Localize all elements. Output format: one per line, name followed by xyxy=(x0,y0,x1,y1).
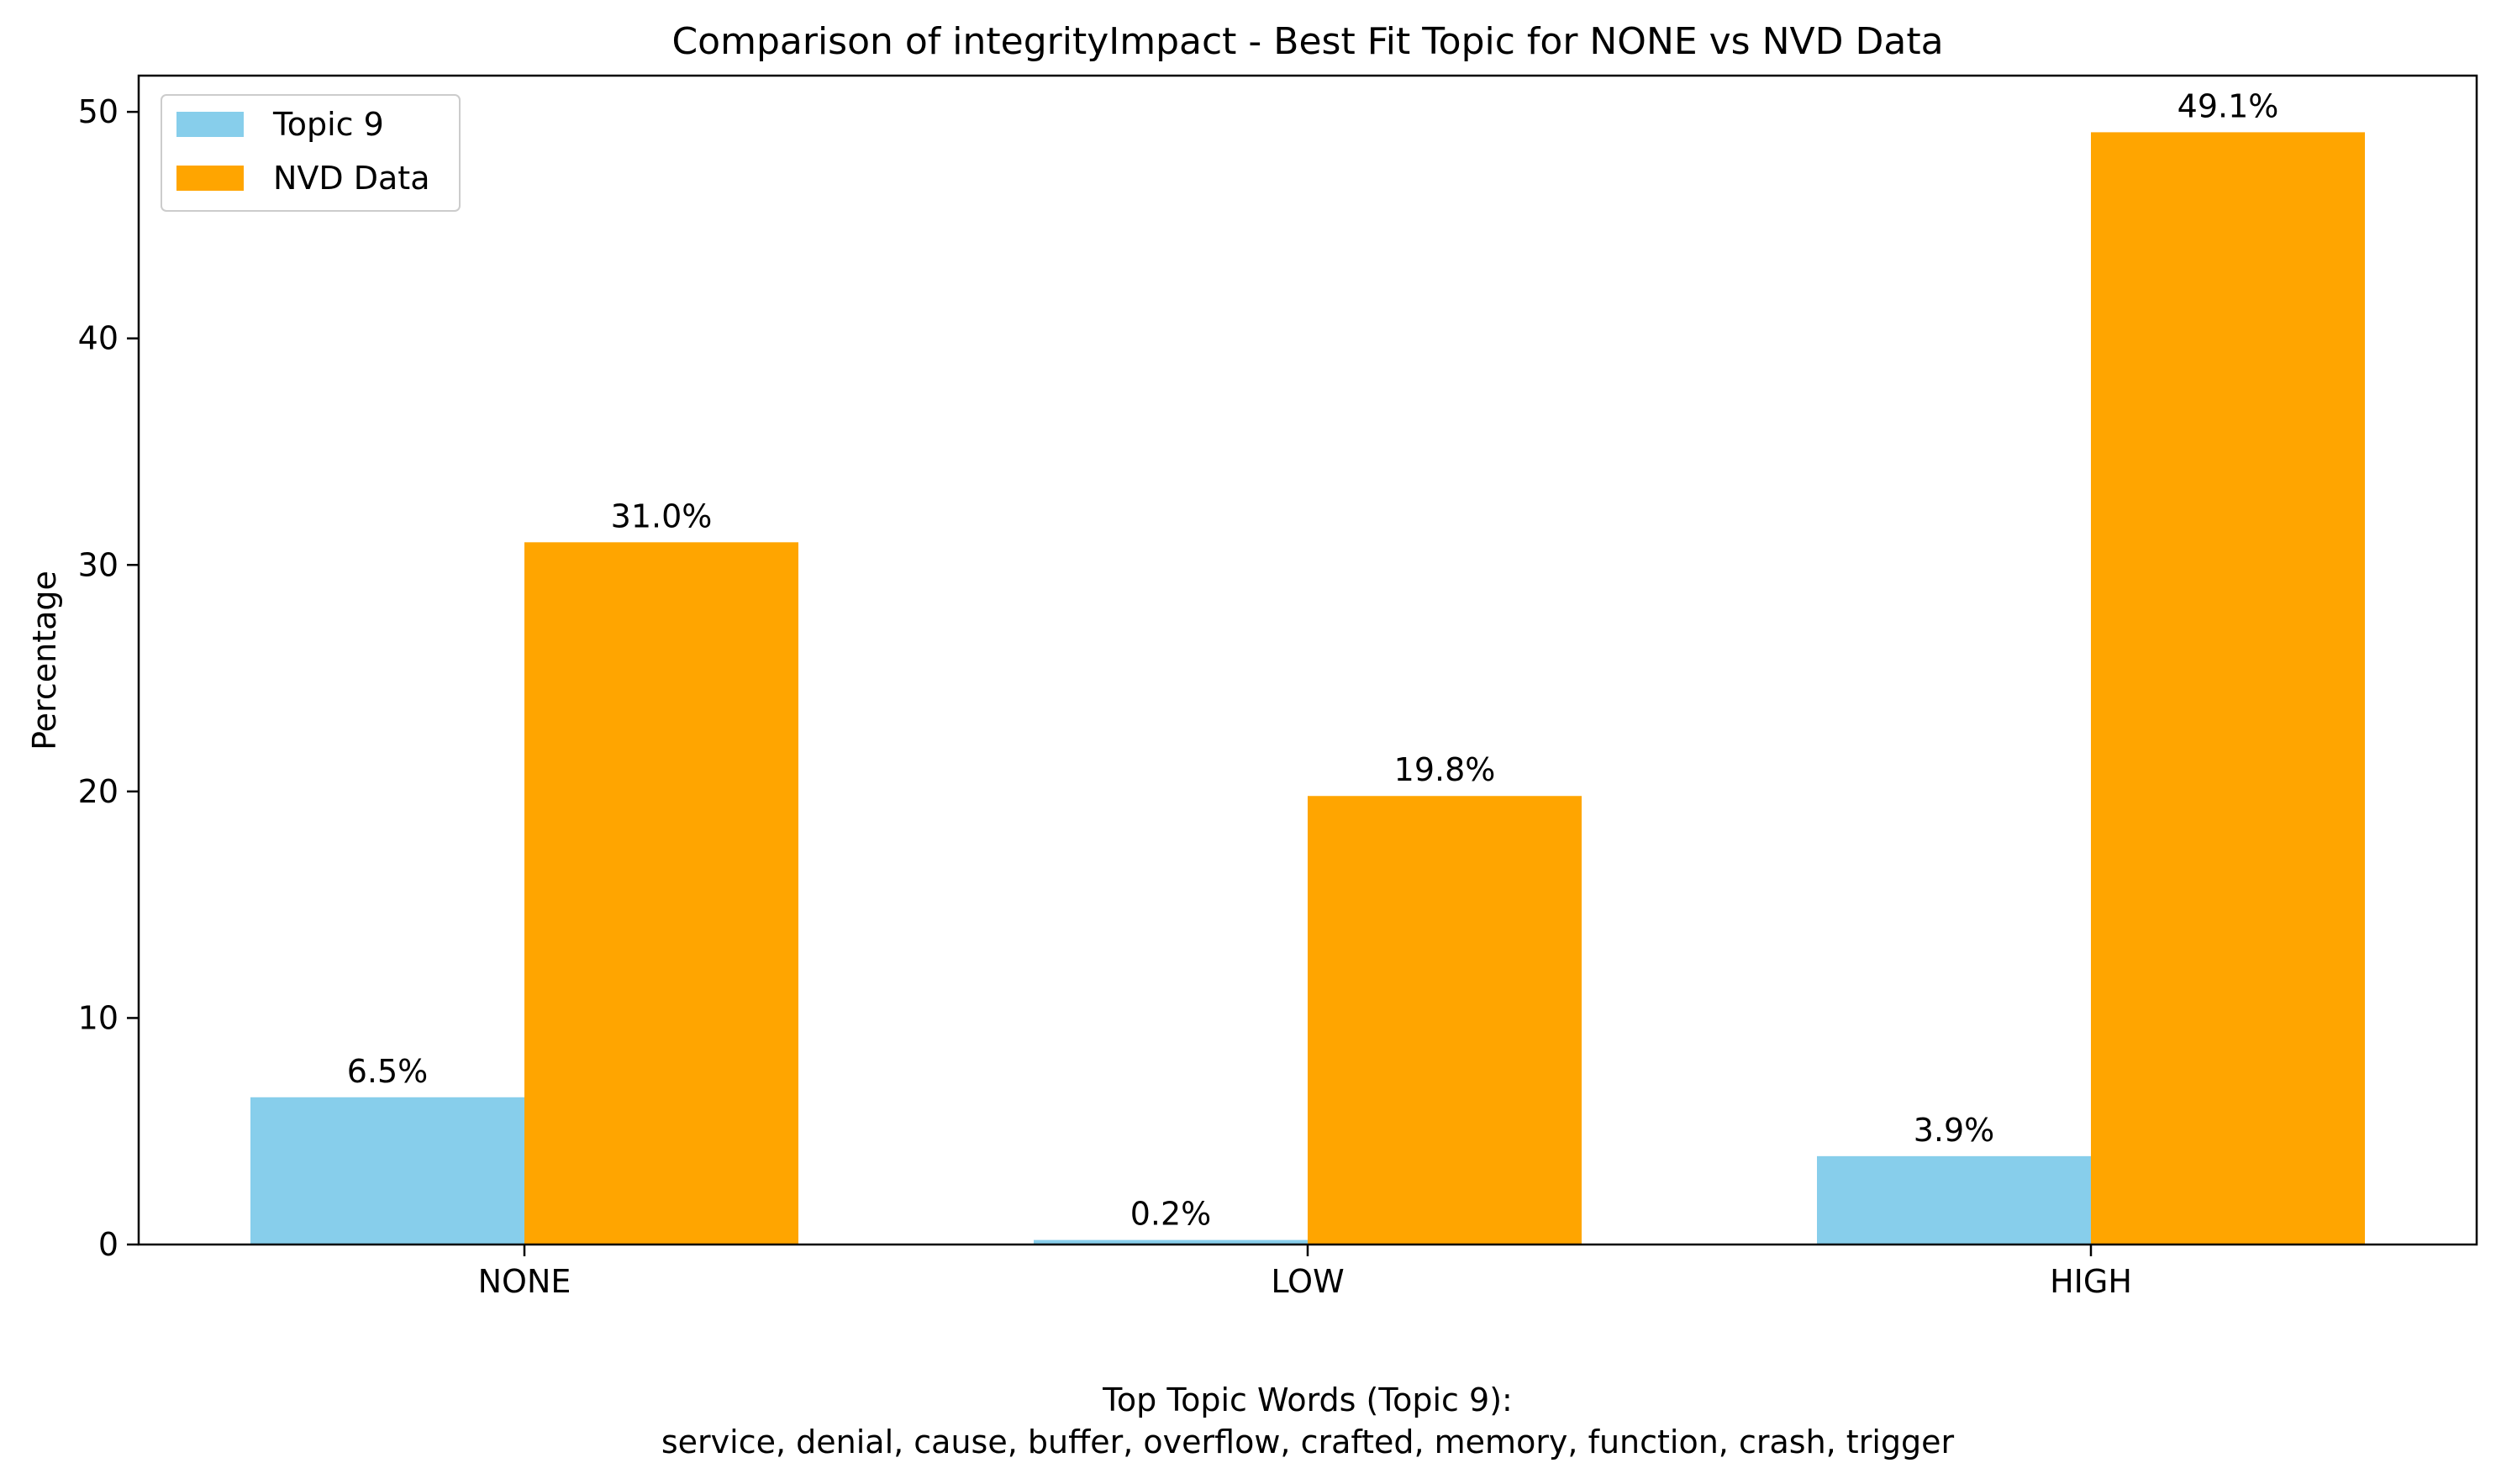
bars-group xyxy=(250,132,2365,1245)
chart-title: Comparison of integrityImpact - Best Fit… xyxy=(671,20,1943,63)
x-tick-label-low: LOW xyxy=(1271,1263,1344,1300)
bar-nvd-data-high xyxy=(2091,132,2365,1245)
legend-label-topic-9: Topic 9 xyxy=(272,106,384,143)
x-axis: NONE LOW HIGH xyxy=(478,1245,2132,1300)
legend-swatch-nvd-data xyxy=(176,166,244,191)
legend-swatch-topic-9 xyxy=(176,112,244,137)
caption-line-1: Top Topic Words (Topic 9): xyxy=(1102,1381,1513,1418)
y-axis: 0 10 20 30 40 50 xyxy=(78,93,139,1263)
data-label-topic-9-low: 0.2% xyxy=(1130,1196,1212,1233)
y-tick-label-20: 20 xyxy=(78,773,118,810)
caption-line-2: service, denial, cause, buffer, overflow… xyxy=(661,1423,1955,1460)
y-tick-label-50: 50 xyxy=(78,93,118,130)
bar-labels-group: 6.5% 31.0% 0.2% 19.8% 3.9% 49.1% xyxy=(347,87,2279,1232)
x-tick-label-high: HIGH xyxy=(2050,1263,2132,1300)
bar-topic-9-none xyxy=(250,1097,524,1245)
data-label-topic-9-none: 6.5% xyxy=(347,1053,429,1090)
y-tick-label-10: 10 xyxy=(78,999,118,1036)
bar-topic-9-high xyxy=(1817,1155,2091,1245)
data-label-nvd-data-high: 49.1% xyxy=(2177,87,2279,124)
y-tick-label-30: 30 xyxy=(78,546,118,583)
data-label-nvd-data-none: 31.0% xyxy=(611,497,713,534)
data-label-topic-9-high: 3.9% xyxy=(1914,1112,1995,1149)
data-label-nvd-data-low: 19.8% xyxy=(1394,751,1496,788)
y-tick-label-0: 0 xyxy=(98,1226,118,1263)
plot-frame xyxy=(137,74,2478,1246)
bar-nvd-data-none xyxy=(524,542,798,1245)
legend: Topic 9 NVD Data xyxy=(161,94,461,212)
x-tick-label-none: NONE xyxy=(478,1263,571,1300)
y-axis-label: Percentage xyxy=(26,571,63,750)
legend-label-nvd-data: NVD Data xyxy=(273,160,430,197)
y-tick-label-40: 40 xyxy=(78,320,118,357)
bar-topic-9-low xyxy=(1034,1239,1308,1245)
bar-nvd-data-low xyxy=(1308,796,1582,1245)
